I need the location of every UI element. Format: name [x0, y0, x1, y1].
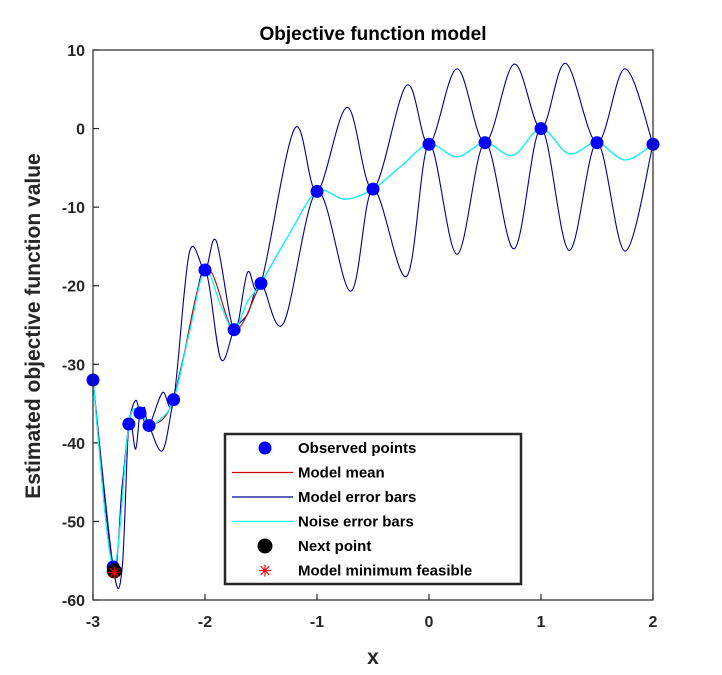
observed-point — [534, 122, 548, 136]
y-tick-label: -50 — [62, 514, 85, 531]
legend-observed-marker — [258, 441, 272, 455]
y-tick-label: 10 — [67, 43, 85, 60]
legend-box — [223, 432, 523, 586]
x-tick-label: -2 — [198, 614, 212, 631]
legend-label: Model mean — [298, 465, 385, 482]
y-tick-label: -40 — [62, 436, 85, 453]
legend-next-point-marker — [257, 538, 273, 554]
legend-label: Model minimum feasible — [298, 563, 472, 580]
legend-minimum-star — [259, 564, 271, 577]
x-axis-label: x — [367, 646, 379, 669]
x-tick-label: 0 — [425, 614, 434, 631]
legend-label: Noise error bars — [298, 514, 414, 531]
observed-point — [422, 137, 436, 151]
y-axis-label: Estimated objective function value — [22, 153, 45, 498]
observed-point — [167, 393, 181, 407]
y-tick-label: -10 — [62, 200, 85, 217]
legend: Observed points Model mean Model error bar… — [223, 432, 523, 586]
model-minimum-star — [108, 566, 121, 579]
x-tick-label: -1 — [310, 614, 324, 631]
observed-point — [478, 136, 492, 150]
y-tick-label: -20 — [62, 279, 85, 296]
observed-point — [122, 417, 136, 431]
legend-label: Next point — [298, 538, 371, 555]
x-tick-label: 1 — [537, 614, 546, 631]
observed-point — [133, 406, 147, 420]
y-tick-label: -30 — [62, 357, 85, 374]
plot-markers — [86, 122, 660, 579]
observed-point — [142, 419, 156, 433]
y-tick-label: 0 — [76, 122, 85, 139]
observed-point — [254, 276, 268, 290]
observed-point — [366, 182, 380, 196]
observed-point — [310, 184, 324, 198]
chart-title: Objective function model — [260, 24, 487, 45]
legend-label: Model error bars — [298, 489, 416, 506]
y-tick-label: -60 — [62, 593, 85, 610]
observed-point — [227, 323, 241, 337]
observed-point — [590, 136, 604, 150]
legend-label: Observed points — [298, 440, 416, 457]
x-tick-label: 2 — [649, 614, 658, 631]
axes-box — [92, 49, 654, 601]
x-tick-label: -3 — [86, 614, 100, 631]
observed-point — [198, 263, 212, 277]
